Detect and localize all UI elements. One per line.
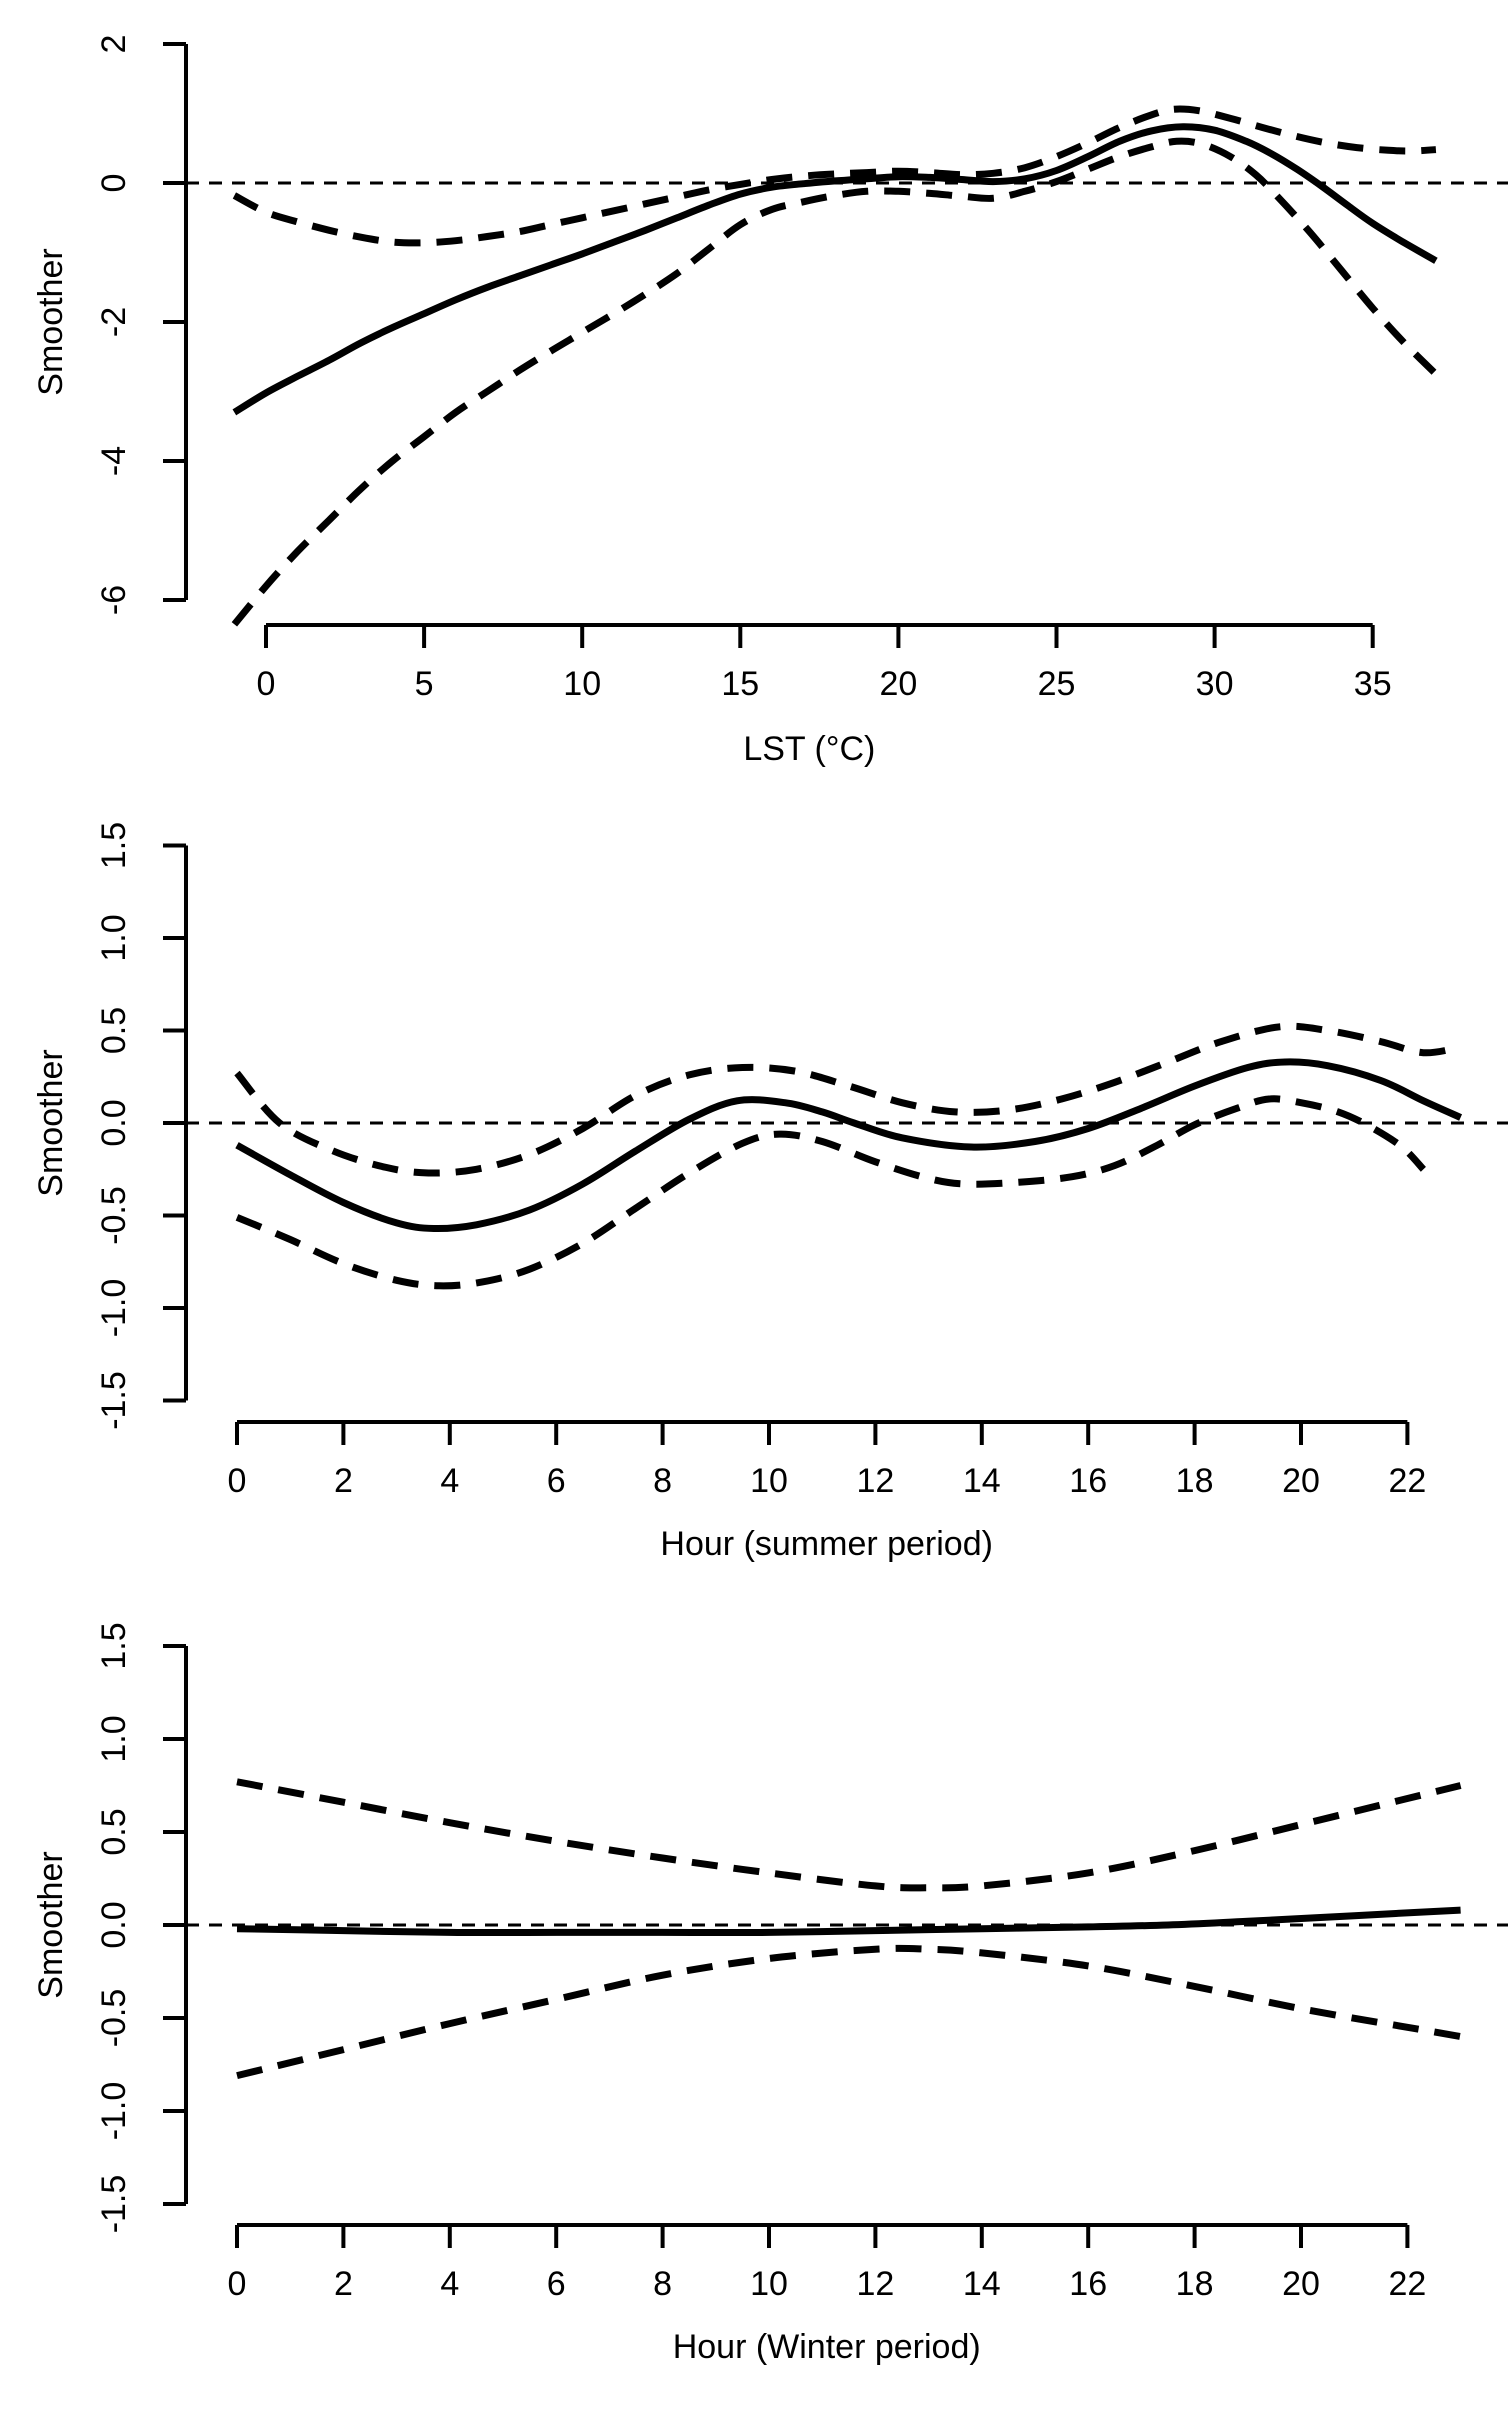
smoother-fit-line [236,1906,1461,1937]
x-tick-label: 6 [547,1462,566,1500]
x-tick-label: 8 [653,1462,672,1500]
y-tick-label: 1.5 [95,822,133,869]
lower-confidence-band-line [231,137,1439,627]
x-tick-label: 14 [963,1462,1001,1500]
y-axis-title: Smoother [32,1851,70,1998]
x-tick-label: 6 [547,2265,566,2303]
y-tick-label: 0.0 [95,1099,133,1146]
x-axis-title: Hour (Winter period) [673,2328,981,2366]
x-tick-label: 4 [440,1462,459,1500]
panel-middle: 1.5 1.0 0.5 0.0 -0.5 -1.0 -1.5 0 2 4 6 8 10 12 14 16 18 2… [32,822,1508,1563]
y-tick-label: -0.5 [95,1989,133,2048]
y-tick-label: 0.5 [95,1007,133,1054]
lower-confidence-band-line [236,1944,1462,2080]
x-tick-label: 10 [563,665,601,703]
x-tick-label: 12 [856,2265,894,2303]
y-tick-label: 1.0 [95,1715,133,1762]
y-tick-label: -0.5 [95,1186,133,1245]
y-tick-label: 2 [95,35,133,54]
x-tick-label: 22 [1388,2265,1426,2303]
x-tick-label: 0 [257,665,276,703]
upper-confidence-band-line [234,1022,1462,1177]
y-tick-label: 0.5 [95,1808,133,1855]
y-tick-label: -1.0 [95,2082,133,2141]
x-tick-label: 20 [1282,1462,1320,1500]
y-tick-label: 1.5 [95,1622,133,1669]
y-tick-label: -2 [95,307,133,337]
x-tick-label: 0 [228,1462,247,1500]
x-axis-title: Hour (summer period) [660,1525,993,1563]
x-tick-label: 4 [440,2265,459,2303]
x-tick-label: 12 [856,1462,894,1500]
x-tick-label: 22 [1388,1462,1426,1500]
x-tick-label: 0 [228,2265,247,2303]
smoother-fit-line [232,123,1438,416]
x-tick-label: 25 [1038,665,1076,703]
y-tick-label: 1.0 [95,914,133,961]
y-tick-label: -1.5 [95,1371,133,1430]
x-tick-label: 8 [653,2265,672,2303]
x-tick-label: 5 [415,665,434,703]
y-axis-title: Smoother [32,1049,70,1196]
x-tick-label: 20 [879,665,917,703]
upper-confidence-band-line [236,1778,1462,1892]
x-tick-label: 16 [1069,2265,1107,2303]
x-tick-label: 30 [1196,665,1234,703]
x-tick-label: 2 [334,2265,353,2303]
y-axis-title: Smoother [32,248,70,395]
x-axis-title: LST (°C) [743,730,875,768]
x-tick-label: 15 [721,665,759,703]
y-tick-label: -1.0 [95,1279,133,1338]
x-tick-label: 10 [750,1462,788,1500]
x-tick-label: 14 [963,2265,1001,2303]
panel-bottom: 1.5 1.0 0.5 0.0 -0.5 -1.0 -1.5 0 2 4 6 8 10 12 14 16 18 2… [32,1622,1508,2366]
upper-confidence-band-line [232,105,1437,247]
y-tick-label: -4 [95,446,133,476]
y-tick-label: -6 [95,585,133,615]
x-tick-label: 10 [750,2265,788,2303]
x-tick-label: 20 [1282,2265,1320,2303]
x-tick-label: 2 [334,1462,353,1500]
x-tick-label: 18 [1176,2265,1214,2303]
y-tick-label: 0.0 [95,1901,133,1948]
x-tick-label: 16 [1069,1462,1107,1500]
y-tick-label: 0 [95,174,133,193]
x-tick-label: 35 [1354,665,1392,703]
y-tick-label: -1.5 [95,2175,133,2234]
smoother-fit-line [235,1058,1463,1233]
lower-confidence-band-line [235,1095,1426,1290]
x-tick-label: 18 [1176,1462,1214,1500]
